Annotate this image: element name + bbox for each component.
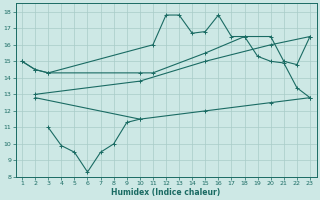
X-axis label: Humidex (Indice chaleur): Humidex (Indice chaleur) xyxy=(111,188,221,197)
